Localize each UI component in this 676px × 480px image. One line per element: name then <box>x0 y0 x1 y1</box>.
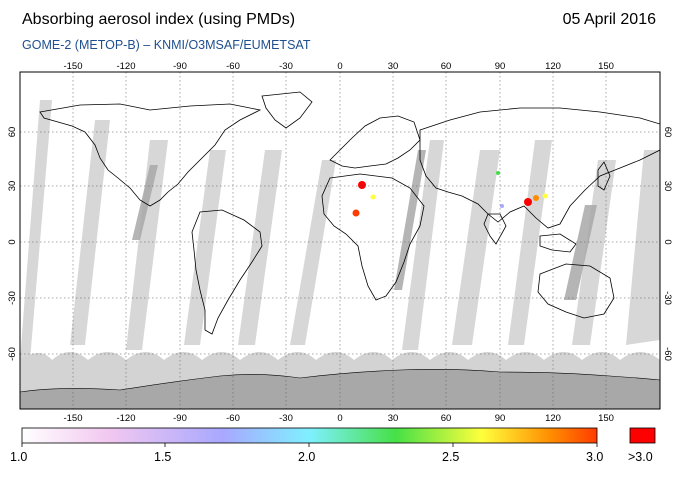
svg-text:0: 0 <box>7 239 18 244</box>
colorbar-label-1-5: 1.5 <box>154 450 172 464</box>
svg-text:30: 30 <box>662 181 673 192</box>
svg-text:-150: -150 <box>63 61 82 72</box>
hotspot-china <box>524 198 532 206</box>
svg-text:-120: -120 <box>116 413 135 424</box>
colorbar-gradient <box>21 427 598 444</box>
lat-ticks-right: 60 30 0 -30 -60 <box>662 127 673 361</box>
colorbar-label-min: 1.0 <box>10 450 28 464</box>
hotspot-sahara <box>358 181 366 189</box>
hotspot-china-3 <box>542 193 548 199</box>
svg-text:90: 90 <box>495 413 506 424</box>
svg-text:-30: -30 <box>7 291 18 305</box>
svg-text:30: 30 <box>388 61 399 72</box>
colorbar-label-max: 3.0 <box>586 450 604 464</box>
svg-text:30: 30 <box>7 181 18 192</box>
svg-text:-30: -30 <box>662 291 673 305</box>
svg-text:-90: -90 <box>173 61 187 72</box>
svg-text:-60: -60 <box>7 347 18 361</box>
svg-text:-60: -60 <box>226 413 240 424</box>
colorbar-label-2-5: 2.5 <box>442 450 460 464</box>
svg-text:30: 30 <box>388 413 399 424</box>
svg-text:120: 120 <box>545 413 561 424</box>
svg-text:150: 150 <box>598 61 614 72</box>
svg-text:-30: -30 <box>279 61 293 72</box>
hotspot-sahara-2 <box>352 209 360 217</box>
coastlines <box>39 91 660 335</box>
svg-text:-60: -60 <box>226 61 240 72</box>
colorbar-ticks <box>21 443 598 447</box>
svg-text:60: 60 <box>7 127 18 138</box>
map-frame <box>19 71 661 410</box>
svg-text:-150: -150 <box>63 413 82 424</box>
svg-text:60: 60 <box>441 413 452 424</box>
orbit-gap-swaths <box>20 100 660 360</box>
orbit-gap-dark-swaths <box>132 150 597 300</box>
hotspot-sahara-3 <box>370 194 376 200</box>
svg-text:-120: -120 <box>116 61 135 72</box>
svg-text:90: 90 <box>495 61 506 72</box>
aerosol-hotspots <box>352 171 548 217</box>
chart-title: Absorbing aerosol index (using PMDs) <box>22 11 296 28</box>
svg-text:60: 60 <box>662 127 673 138</box>
lon-ticks-bottom: -150 -120 -90 -60 -30 0 30 60 90 120 150 <box>63 413 613 424</box>
svg-text:0: 0 <box>662 239 673 244</box>
svg-text:120: 120 <box>545 61 561 72</box>
source-subtitle: GOME-2 (METOP-B) – KNMI/O3MSAF/EUMETSAT <box>22 38 311 52</box>
graticule <box>20 72 660 409</box>
date-label: 05 April 2016 <box>562 11 656 28</box>
colorbar-label-2-0: 2.0 <box>298 450 316 464</box>
svg-text:0: 0 <box>337 61 342 72</box>
svg-text:-60: -60 <box>662 347 673 361</box>
colorbar-overflow-swatch <box>629 427 656 444</box>
hotspot-china-2 <box>533 195 539 201</box>
svg-text:-90: -90 <box>173 413 187 424</box>
lat-ticks-left: 60 30 0 -30 -60 <box>7 127 18 361</box>
svg-text:150: 150 <box>598 413 614 424</box>
svg-text:-30: -30 <box>279 413 293 424</box>
svg-text:0: 0 <box>337 413 342 424</box>
colorbar-label-overflow: >3.0 <box>628 450 653 464</box>
lon-ticks-top: -150 -120 -90 -60 -30 0 30 60 90 120 150 <box>63 61 613 72</box>
svg-text:60: 60 <box>441 61 452 72</box>
